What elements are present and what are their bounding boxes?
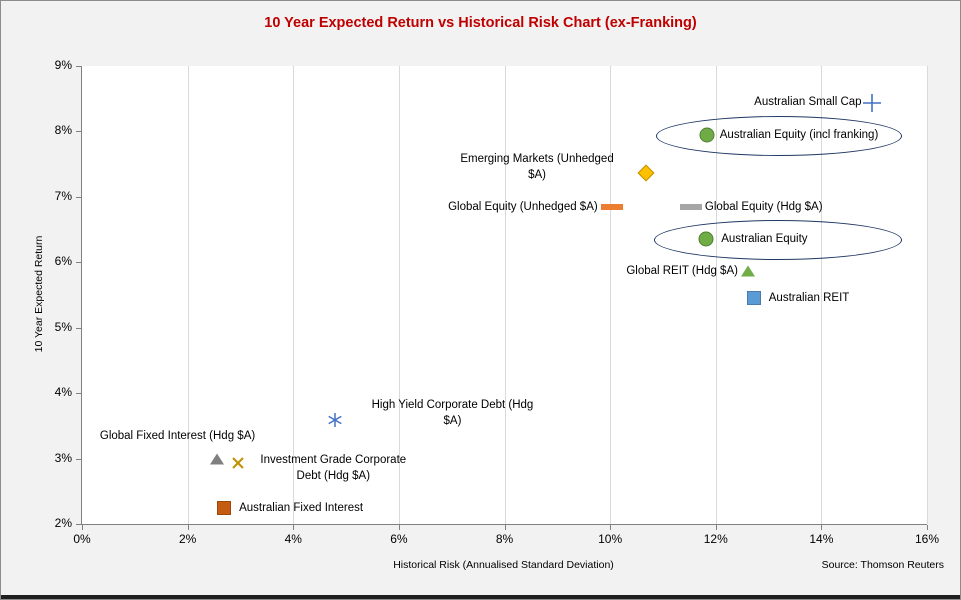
- y-tick-mark: [76, 458, 81, 460]
- point-label-global-reit-hdg-a: Global REIT (Hdg $A): [626, 264, 738, 277]
- point-label-global-equity-unhedged-a: Global Equity (Unhedged $A): [448, 200, 598, 213]
- y-tick-label: 6%: [54, 254, 72, 269]
- x-tick-label: 14%: [809, 532, 834, 546]
- point-label-australian-fixed-interest: Australian Fixed Interest: [239, 501, 364, 514]
- circle-marker-australian-equity-incl-franking: [699, 127, 715, 143]
- x-tick-label: 6%: [390, 532, 408, 546]
- gridline-vertical: [504, 66, 506, 524]
- x-tick-label: 2%: [178, 532, 197, 546]
- y-tick-mark: [76, 66, 81, 67]
- x-marker-investment-grade-corporate: [231, 457, 244, 470]
- point-label-global-fixed-interest-hdg-a: Global Fixed Interest (Hdg $A): [99, 429, 256, 442]
- square-marker-australian-fixed-interest: [217, 500, 232, 515]
- x-tick-label: 16%: [914, 532, 940, 546]
- y-tick-label: 9%: [54, 58, 72, 72]
- y-tick-mark: [76, 131, 81, 133]
- plot-area: 0% 2% 4% 6% 8% 10% 12% 14% 16% 2% 3% 4% 5% 6% 7% 8% 9% Au…: [55, 58, 939, 546]
- gridline-vertical: [398, 66, 400, 524]
- source-note: Source: Thomson Reuters: [821, 559, 944, 571]
- y-tick-mark: [76, 327, 81, 329]
- y-tick-label: 5%: [54, 319, 72, 334]
- asterisk-marker-high-yield-corporate-debt-hdg: [327, 412, 342, 427]
- gridline-vertical: [715, 66, 717, 524]
- x-tick-mark: [293, 525, 295, 530]
- point-label-high-yield-corporate-debt-hdg: High Yield Corporate Debt (Hdg $A): [371, 398, 534, 427]
- point-label-investment-grade-corporate: Investment Grade Corporate Debt (Hdg $A): [260, 454, 407, 483]
- point-label-australian-small-cap: Australian Small Cap: [754, 96, 862, 109]
- gridline-vertical: [927, 66, 928, 524]
- x-tick-mark: [187, 525, 189, 530]
- x-tick-mark: [398, 525, 400, 530]
- x-tick-label: 4%: [284, 532, 302, 546]
- x-tick-mark: [504, 525, 506, 530]
- diamond-marker-emerging-markets-unhedged: [637, 164, 655, 182]
- y-tick-mark: [76, 524, 81, 525]
- x-tick-label: 12%: [703, 532, 728, 546]
- x-tick-label: 10%: [598, 532, 623, 546]
- point-label-global-equity-hdg-a: Global Equity (Hdg $A): [704, 200, 823, 213]
- x-tick-mark: [610, 525, 612, 530]
- point-label-australian-equity: Australian Equity: [721, 232, 808, 245]
- x-tick-mark: [927, 525, 928, 530]
- triangle-marker-global-fixed-interest-hdg-a: [210, 453, 225, 465]
- x-tick-mark: [715, 525, 717, 530]
- window-bottom-edge: [1, 595, 960, 599]
- y-tick-mark: [76, 196, 81, 198]
- hbar-marker-global-equity-unhedged-a: [600, 203, 623, 210]
- triangle-marker-global-reit-hdg-a: [740, 265, 755, 277]
- y-tick-mark: [76, 262, 81, 264]
- ellipse-annotation-australian-equity: [654, 219, 902, 260]
- point-label-emerging-markets-unhedged: Emerging Markets (Unhedged $A): [460, 153, 614, 182]
- ellipse-annotation-australian-equity-incl-franking: [656, 115, 903, 156]
- y-tick-label: 8%: [54, 123, 72, 138]
- circle-marker-australian-equity: [698, 231, 714, 247]
- x-tick-mark: [82, 525, 83, 530]
- gridline-vertical: [187, 66, 189, 524]
- hbar-marker-global-equity-hdg-a: [679, 203, 702, 210]
- y-tick-label: 7%: [54, 188, 72, 203]
- gridline-vertical: [610, 66, 612, 524]
- y-tick-label: 4%: [54, 385, 72, 400]
- gridline-vertical: [293, 66, 295, 524]
- point-label-australian-equity-incl-franking: Australian Equity (incl franking): [719, 128, 879, 141]
- chart-title: 10 Year Expected Return vs Historical Ri…: [264, 15, 697, 31]
- y-tick-mark: [76, 393, 81, 395]
- plus-marker-australian-small-cap: [862, 94, 881, 113]
- square-marker-australian-reit: [746, 290, 761, 305]
- x-tick-mark: [821, 525, 823, 530]
- x-tick-label: 8%: [495, 532, 514, 546]
- point-label-australian-reit: Australian REIT: [768, 291, 850, 304]
- y-tick-label: 3%: [54, 450, 72, 465]
- gridline-vertical: [821, 66, 823, 524]
- x-tick-label: 0%: [73, 532, 91, 546]
- y-tick-label: 2%: [54, 516, 72, 530]
- x-axis-title: Historical Risk (Annualised Standard Dev…: [393, 559, 614, 571]
